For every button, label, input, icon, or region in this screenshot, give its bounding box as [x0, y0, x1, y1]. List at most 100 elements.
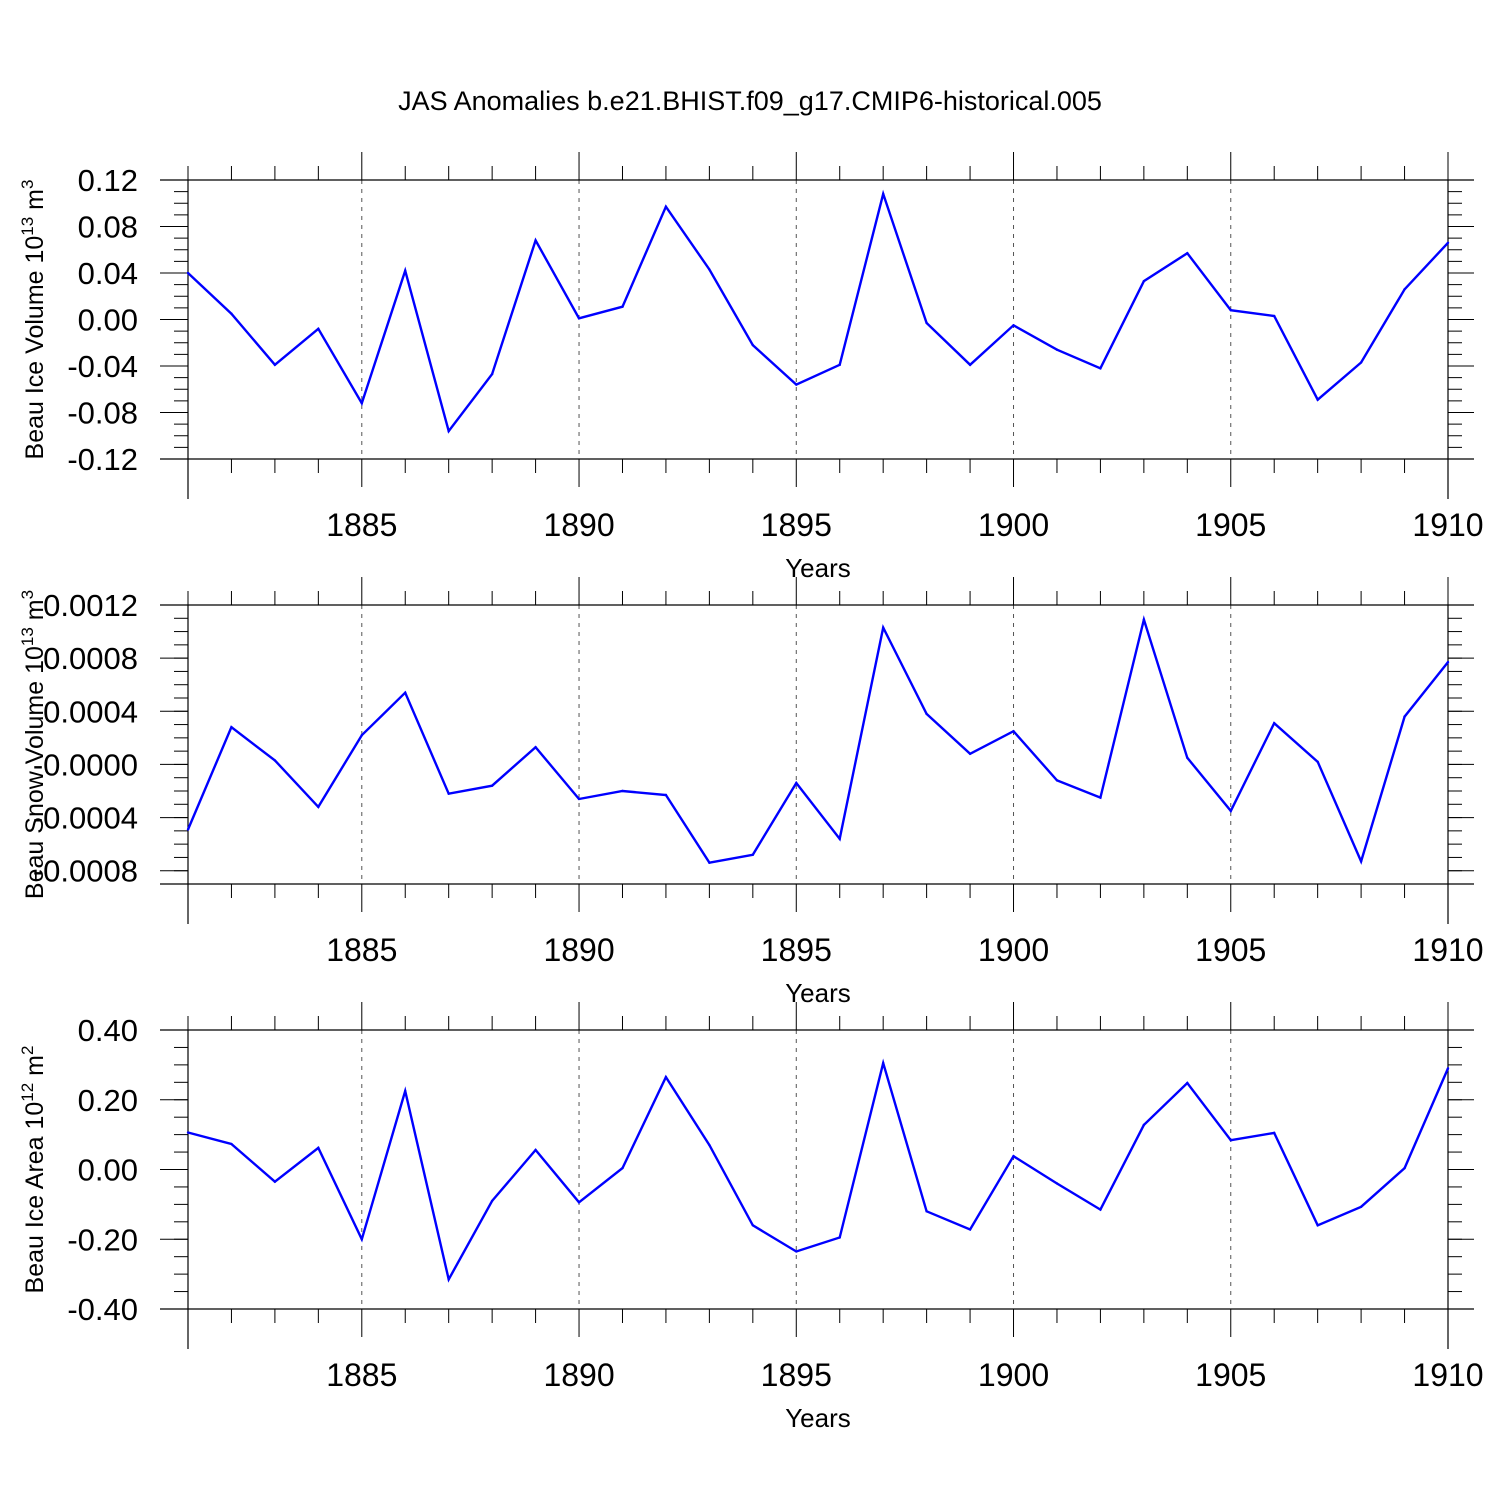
data-point [1012, 1155, 1015, 1158]
data-point [230, 726, 233, 729]
data-point [664, 205, 668, 208]
data-point [1229, 1139, 1232, 1142]
data-point [925, 1210, 928, 1213]
data-point [621, 1166, 624, 1170]
data-point [1099, 367, 1102, 370]
data-point [360, 734, 363, 737]
data-point [751, 1224, 755, 1227]
data-point [838, 1236, 841, 1239]
x-tick-label: 1905 [1195, 1357, 1266, 1393]
data-point [1055, 779, 1059, 782]
data-point [1446, 241, 1450, 244]
data-point [490, 372, 494, 376]
data-point [1316, 1224, 1319, 1227]
y-axis-label: Beau Ice Volume 1013 m3 [18, 180, 49, 460]
y-tick-label: 0.40 [78, 1013, 138, 1048]
y-tick-label: 0.20 [78, 1083, 138, 1118]
data-point [447, 429, 450, 433]
y-tick-label: -0.0004 [33, 801, 138, 836]
x-tick-label: 1895 [761, 932, 832, 968]
data-point [1316, 760, 1319, 763]
data-point [404, 691, 407, 694]
data-point [1446, 660, 1450, 664]
x-tick-label: 1885 [326, 932, 397, 968]
data-point [1273, 314, 1276, 318]
y-tick-label: -0.12 [67, 442, 138, 477]
data-point [534, 745, 537, 749]
y-axis-label: Beau Ice Area 1012 m2 [18, 1046, 49, 1294]
data-point [186, 1131, 190, 1134]
data-point [1273, 722, 1276, 725]
data-point [708, 861, 711, 864]
data-point [795, 781, 798, 785]
data-point [534, 239, 537, 242]
series-line [187, 1058, 1450, 1283]
x-tick-label: 1905 [1195, 507, 1266, 543]
x-axis-label: Years [785, 978, 851, 1008]
y-tick-label: 0.0008 [43, 641, 138, 676]
data-point [490, 784, 494, 787]
data-point [968, 752, 972, 755]
x-tick-label: 1885 [326, 1357, 397, 1393]
x-tick-label: 1910 [1412, 932, 1483, 968]
data-point [664, 793, 668, 797]
data-point [751, 853, 755, 856]
x-axis-label: Years [785, 1403, 851, 1433]
y-tick-label: -0.0000 [33, 747, 138, 782]
data-point [881, 1061, 885, 1065]
data-point [795, 383, 798, 386]
data-point [1012, 324, 1015, 327]
data-point [1403, 1166, 1406, 1170]
y-tick-label: -0.08 [67, 396, 138, 431]
data-point [968, 1228, 972, 1231]
data-point [577, 797, 581, 801]
y-tick-label: 0.08 [78, 210, 138, 245]
y-tick-label: 0.00 [78, 303, 138, 338]
data-point [1359, 361, 1363, 364]
x-tick-label: 1900 [978, 1357, 1049, 1393]
chart-panel-2: 1885 1890 1895 1900 1905 1910 Years 0.0012 0.000… [18, 577, 1484, 1008]
data-point [664, 1075, 668, 1079]
data-point [881, 626, 885, 629]
data-point [1359, 1205, 1363, 1209]
data-point [1229, 809, 1232, 813]
x-tick-label: 1895 [761, 1357, 832, 1393]
data-point [751, 343, 755, 347]
y-tick-label: 0.0012 [43, 588, 138, 623]
y-tick-label: 0.04 [78, 256, 138, 291]
data-point [317, 327, 320, 330]
data-point [708, 268, 711, 271]
figure-title: JAS Anomalies b.e21.BHIST.f09_g17.CMIP6-… [398, 86, 1102, 116]
data-point [838, 837, 841, 841]
data-point [925, 712, 928, 716]
x-tick-label: 1900 [978, 932, 1049, 968]
data-point [1186, 756, 1189, 759]
x-tick-label: 1910 [1412, 1357, 1483, 1393]
y-tick-label: 0.00 [78, 1153, 138, 1188]
data-point [1403, 288, 1406, 291]
y-tick-label: -0.40 [67, 1292, 138, 1327]
x-tick-label: 1905 [1195, 932, 1266, 968]
x-tick-label: 1890 [543, 932, 614, 968]
x-axis-label: Years [785, 553, 851, 583]
data-point [1273, 1131, 1276, 1135]
data-point [186, 828, 190, 831]
x-tick-label: 1890 [543, 507, 614, 543]
data-point [1012, 730, 1015, 733]
data-point [708, 1143, 711, 1147]
data-point [577, 317, 581, 320]
data-point [186, 271, 190, 275]
data-point [447, 1278, 450, 1281]
y-tick-label: 0.12 [78, 163, 138, 198]
data-point [795, 1250, 798, 1253]
data-point [404, 1089, 407, 1093]
data-point [317, 805, 320, 809]
data-point [577, 1201, 581, 1204]
data-point [490, 1199, 494, 1203]
y-tick-label: 0.0004 [43, 694, 138, 729]
data-point [360, 1238, 363, 1241]
data-point [273, 363, 277, 367]
data-point [1359, 860, 1363, 863]
y-tick-label: -0.20 [67, 1222, 138, 1257]
data-point [1142, 279, 1146, 283]
